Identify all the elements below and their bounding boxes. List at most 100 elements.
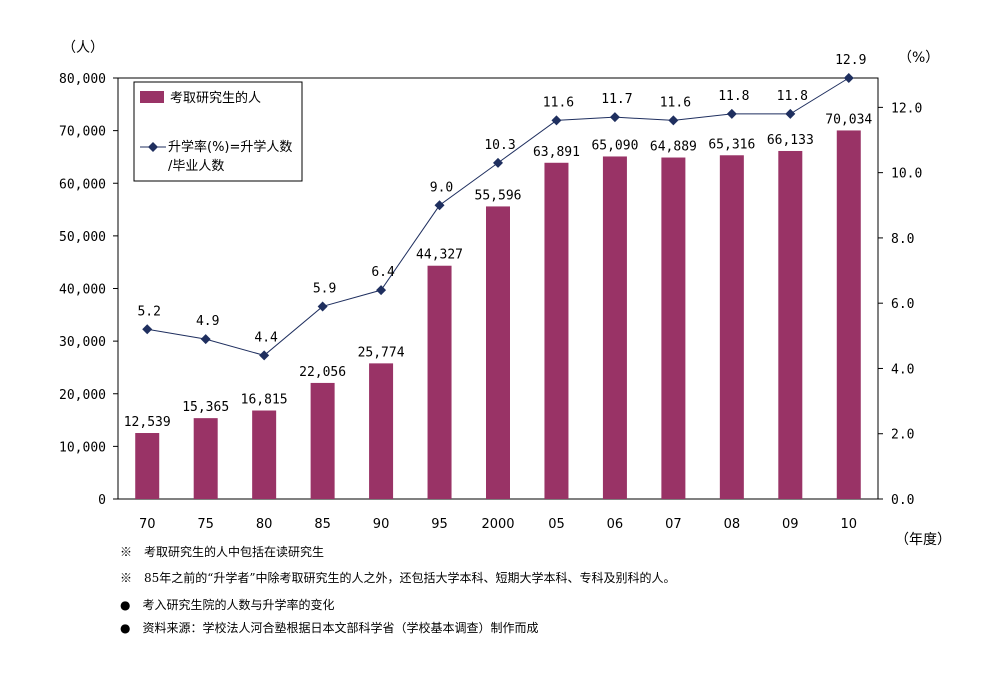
- legend-bar-swatch: [140, 91, 164, 103]
- left-axis-tick-label: 0: [98, 493, 106, 508]
- note-2: ※ 85年之前的“升学者”中除考取研究生的人之外，还包括大学本科、短期大学本科、…: [120, 571, 676, 585]
- bar-value-label: 16,815: [241, 393, 288, 408]
- right-axis: 0.0 2.0 4.0 6.0 8.0 10.0 12.0: [878, 101, 922, 508]
- rate-value-label: 11.6: [543, 95, 574, 110]
- bar: [427, 265, 452, 499]
- rate-marker: [551, 115, 562, 126]
- right-axis-tick-label: 0.0: [891, 493, 914, 508]
- line-series: [142, 73, 854, 361]
- bar: [719, 155, 744, 500]
- right-axis-tick-label: 12.0: [891, 101, 922, 116]
- left-axis-tick-label: 80,000: [59, 72, 106, 87]
- rate-value-label: 4.9: [196, 314, 219, 329]
- bar-value-label: 55,596: [475, 188, 522, 203]
- x-axis-tick-label: 95: [431, 517, 448, 532]
- rate-marker: [668, 115, 679, 126]
- rate-marker: [200, 334, 211, 345]
- note-1: ※ 考取研究生的人中包括在读研究生: [120, 545, 325, 559]
- rate-value-label: 4.4: [254, 330, 278, 345]
- bar: [486, 206, 510, 499]
- x-axis-unit: （年度）: [895, 532, 951, 548]
- legend-line-marker: [148, 142, 158, 152]
- rate-marker: [259, 350, 270, 361]
- bar-value-label: 12,539: [124, 415, 171, 430]
- left-axis-tick-label: 40,000: [59, 283, 106, 298]
- bar: [544, 162, 569, 499]
- rate-value-label: 11.8: [777, 89, 808, 104]
- x-axis-tick-label: 80: [256, 517, 273, 532]
- note-3: ● 考入研究生院的人数与升学率的变化: [120, 598, 335, 612]
- rate-value-label: 11.7: [601, 92, 632, 107]
- legend: 考取研究生的人 升学率(%)=升学人数 /毕业人数: [133, 81, 303, 182]
- rate-value-label: 5.2: [137, 304, 160, 319]
- bar: [135, 433, 160, 499]
- rate-value-label: 10.3: [484, 138, 515, 153]
- bar: [602, 156, 627, 500]
- rate-value-label: 9.0: [430, 180, 453, 195]
- right-axis-unit: （%）: [898, 50, 939, 66]
- rate-value-label: 12.9: [835, 53, 866, 68]
- left-axis-tick-label: 50,000: [59, 230, 106, 245]
- bar-value-label: 65,090: [591, 138, 638, 153]
- bar: [193, 418, 218, 499]
- x-axis-tick-label: 09: [782, 517, 799, 532]
- rate-marker: [609, 112, 620, 123]
- left-axis-tick-label: 70,000: [59, 125, 106, 140]
- x-axis-tick-label: 2000: [481, 517, 514, 532]
- right-axis-tick-label: 6.0: [891, 297, 914, 312]
- rate-marker: [317, 301, 328, 312]
- line-labels: 5.2 4.9 4.4 5.9 6.4 9.0 10.3 11.6 11.7 11.6 11.8 11…: [137, 53, 866, 345]
- bar: [778, 150, 803, 499]
- bar-value-label: 25,774: [358, 345, 405, 360]
- note-4: ● 资料来源：学校法人河合塾根据日本文部科学省（学校基本调查）制作而成: [120, 621, 539, 635]
- bar: [252, 410, 277, 499]
- x-axis-tick-label: 90: [373, 517, 390, 532]
- left-axis-tick-label: 10,000: [59, 440, 106, 455]
- bar-series: [135, 130, 861, 500]
- bar-value-label: 44,327: [416, 248, 463, 263]
- left-axis-tick-label: 60,000: [59, 177, 106, 192]
- bar: [661, 157, 686, 499]
- rate-value-label: 11.6: [660, 95, 691, 110]
- bar-value-label: 22,056: [299, 365, 346, 380]
- bar-labels: 12,539 15,365 16,815 22,056 25,774 44,327 55,5…: [124, 112, 873, 430]
- bar-value-label: 66,133: [767, 133, 814, 148]
- rate-marker: [843, 73, 854, 83]
- rate-value-label: 6.4: [371, 265, 395, 280]
- x-axis-tick-label: 05: [548, 517, 565, 532]
- left-axis-unit: （人）: [62, 40, 104, 56]
- bar-value-label: 65,316: [708, 137, 755, 152]
- rate-marker: [726, 108, 737, 119]
- rate-marker: [376, 285, 387, 296]
- rate-marker: [142, 324, 153, 335]
- rate-value-label: 11.8: [718, 89, 749, 104]
- legend-line-label-2: /毕业人数: [168, 159, 224, 174]
- bar: [836, 130, 861, 499]
- rate-marker: [434, 200, 445, 211]
- bar-value-label: 64,889: [650, 140, 697, 155]
- rate-marker: [785, 108, 796, 119]
- bar-value-label: 63,891: [533, 145, 580, 160]
- x-axis-tick-label: 70: [139, 517, 156, 532]
- right-axis-tick-label: 10.0: [891, 167, 922, 182]
- x-axis-labels: 70 75 80 85 90 95 2000 05 06 07 08 09 10: [139, 517, 857, 532]
- left-axis: 0 10,000 20,000 30,000 40,000 50,000 60,000 70,…: [59, 72, 118, 508]
- right-axis-tick-label: 8.0: [891, 232, 914, 247]
- x-axis-tick-label: 07: [665, 517, 682, 532]
- rate-value-label: 5.9: [313, 281, 336, 296]
- bar-value-label: 70,034: [825, 112, 872, 127]
- x-axis-tick-label: 10: [840, 517, 857, 532]
- x-axis-tick-label: 06: [607, 517, 624, 532]
- rate-marker: [493, 157, 503, 168]
- left-axis-tick-label: 30,000: [59, 335, 106, 350]
- bar: [310, 382, 335, 499]
- bar: [369, 363, 394, 499]
- right-axis-tick-label: 2.0: [891, 428, 914, 443]
- x-axis-tick-label: 85: [314, 517, 331, 532]
- x-axis-tick-label: 08: [724, 517, 741, 532]
- bar-value-label: 15,365: [182, 400, 229, 415]
- x-axis-tick-label: 75: [197, 517, 214, 532]
- legend-bar-label: 考取研究生的人: [170, 90, 261, 106]
- legend-line-label-1: 升学率(%)=升学人数: [168, 139, 292, 155]
